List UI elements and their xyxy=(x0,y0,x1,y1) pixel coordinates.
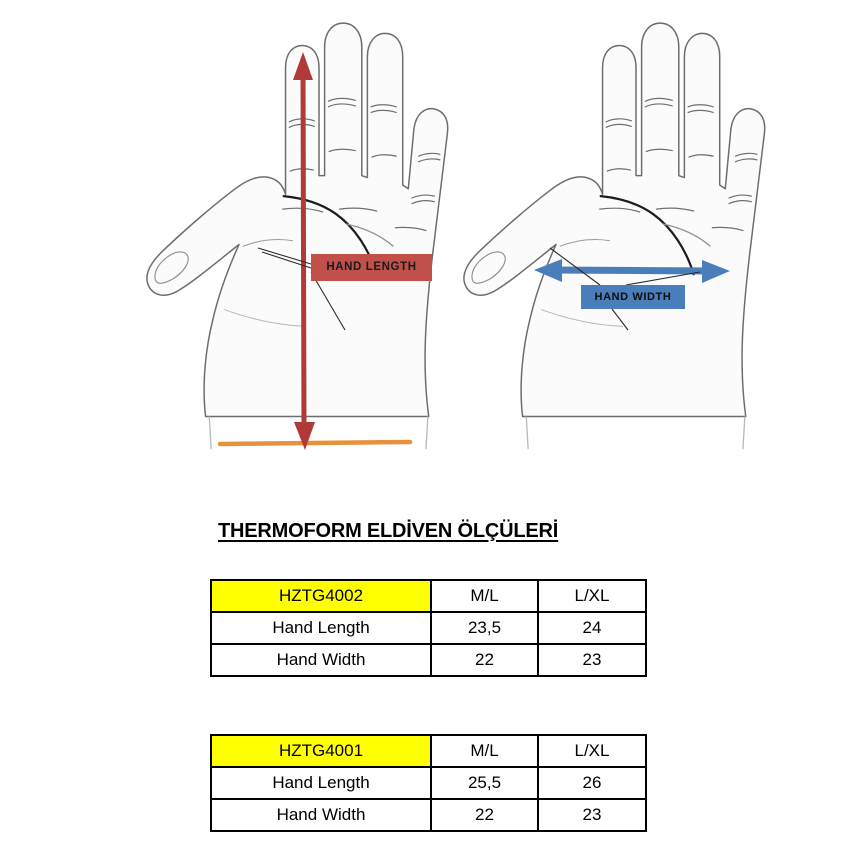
hand-length-leader-lines xyxy=(257,247,346,331)
hand-width-leader-lines xyxy=(549,247,701,331)
table-row: Hand Length 23,5 24 xyxy=(210,611,647,645)
hand-diagram-svg xyxy=(145,22,766,451)
table-row: Hand Length 25,5 26 xyxy=(210,766,647,800)
table-row: Hand Width 22 23 xyxy=(210,798,647,832)
left-hand-illustration xyxy=(145,22,449,451)
cell-hand-length-lxl: 26 xyxy=(537,766,647,800)
cell-hand-length-ml: 25,5 xyxy=(430,766,539,800)
right-hand-illustration xyxy=(462,22,766,451)
cell-hand-width-ml: 22 xyxy=(430,643,539,677)
cell-hand-length-ml: 23,5 xyxy=(430,611,539,645)
cell-hand-width-ml: 22 xyxy=(430,798,539,832)
size-table-hztg4001: HZTG4001 M/L L/XL Hand Length 25,5 26 Ha… xyxy=(210,734,647,832)
column-header-lxl: L/XL xyxy=(537,579,647,613)
hand-width-label: HAND WIDTH xyxy=(581,285,685,309)
product-code-cell: HZTG4001 xyxy=(210,734,432,768)
cell-hand-width-lxl: 23 xyxy=(537,798,647,832)
size-table-hztg4002: HZTG4002 M/L L/XL Hand Length 23,5 24 Ha… xyxy=(210,579,647,677)
cell-hand-width-lxl: 23 xyxy=(537,643,647,677)
row-label-hand-width: Hand Width xyxy=(210,643,432,677)
column-header-ml: M/L xyxy=(430,734,539,768)
row-label-hand-length: Hand Length xyxy=(210,766,432,800)
table-row: HZTG4001 M/L L/XL xyxy=(210,734,647,768)
column-header-ml: M/L xyxy=(430,579,539,613)
product-code-cell: HZTG4002 xyxy=(210,579,432,613)
hand-width-arrow xyxy=(534,259,730,283)
table-row: Hand Width 22 23 xyxy=(210,643,647,677)
wrist-baseline xyxy=(217,439,413,447)
row-label-hand-length: Hand Length xyxy=(210,611,432,645)
hand-length-arrow xyxy=(293,52,315,450)
hand-length-label: HAND LENGTH xyxy=(311,254,432,281)
table-row: HZTG4002 M/L L/XL xyxy=(210,579,647,613)
page-title: THERMOFORM ELDİVEN ÖLÇÜLERİ xyxy=(218,520,559,542)
row-label-hand-width: Hand Width xyxy=(210,798,432,832)
cell-hand-length-lxl: 24 xyxy=(537,611,647,645)
column-header-lxl: L/XL xyxy=(537,734,647,768)
hand-measurement-diagram: HAND LENGTH HAND WIDTH xyxy=(145,22,766,451)
